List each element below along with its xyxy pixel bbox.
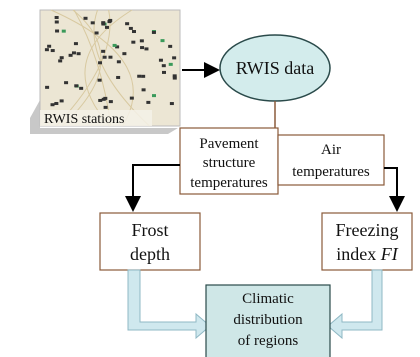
map-station <box>60 56 64 59</box>
map-station <box>107 20 111 23</box>
map-station <box>113 44 117 47</box>
map-station <box>116 76 120 79</box>
map-station <box>141 75 145 78</box>
map-station <box>55 20 59 23</box>
freezing-label: index FI <box>336 244 398 264</box>
map-station <box>74 84 78 87</box>
map-station <box>98 61 102 64</box>
freezing-symbol: FI <box>380 244 399 264</box>
map-station <box>105 26 109 29</box>
map-station <box>79 87 83 90</box>
map-station <box>130 97 134 100</box>
map-station <box>55 29 59 32</box>
map-station <box>132 30 136 33</box>
map-station <box>74 42 78 45</box>
map-station <box>72 51 76 54</box>
map-station <box>146 101 150 104</box>
map-station <box>58 59 62 62</box>
map-station <box>91 21 95 24</box>
frost-label: Frost <box>131 220 168 240</box>
map-station <box>144 47 148 50</box>
map-station <box>172 56 176 59</box>
map-station <box>95 31 99 34</box>
map-station <box>102 98 106 101</box>
map-label: RWIS stations <box>44 112 125 127</box>
diagram: RWIS stations RWIS data Pavement structu… <box>0 0 420 357</box>
map-station <box>108 56 112 59</box>
climatic-label: of regions <box>238 333 299 349</box>
map-station <box>161 39 165 42</box>
map-station <box>77 52 81 55</box>
map-station <box>51 103 55 106</box>
map-station <box>109 100 113 103</box>
map-station <box>140 39 144 42</box>
map-station <box>159 59 163 62</box>
map-station <box>162 71 166 74</box>
map-station <box>131 41 135 44</box>
block-arrow <box>328 270 382 338</box>
map-station <box>125 22 129 25</box>
freezing-label: index <box>336 244 376 264</box>
arrow <box>133 165 180 210</box>
air-label: Air <box>321 142 341 158</box>
map-station <box>173 77 177 80</box>
map-station <box>51 49 55 52</box>
map-station <box>98 79 102 82</box>
pavement-label: Pavement <box>199 136 259 152</box>
map-station <box>170 102 174 105</box>
map-station <box>140 46 144 49</box>
map-station <box>101 50 105 53</box>
map-station <box>45 48 49 51</box>
map-station <box>101 21 105 24</box>
freezing-label: Freezing <box>336 220 399 240</box>
rwis-data-label: RWIS data <box>236 58 315 78</box>
map-station <box>104 106 108 109</box>
map-station <box>60 99 64 102</box>
map-station <box>122 52 126 55</box>
block-arrow <box>128 270 210 338</box>
climatic-label: distribution <box>233 312 303 328</box>
map-station <box>64 81 68 84</box>
arrow <box>384 168 397 210</box>
frost-label: depth <box>130 244 170 264</box>
map-station <box>62 30 66 33</box>
map-station <box>142 88 146 91</box>
map-station <box>98 99 102 102</box>
pavement-label: structure <box>203 155 256 171</box>
map-station <box>152 31 156 34</box>
map-station <box>168 45 172 48</box>
map-station <box>152 94 156 97</box>
map-station <box>103 56 107 59</box>
map-station <box>47 45 51 48</box>
map-station <box>55 16 59 19</box>
map-station <box>137 75 141 78</box>
map-station <box>129 27 133 30</box>
map-station <box>45 86 49 89</box>
map-station <box>54 102 58 105</box>
map-station <box>117 60 121 63</box>
pavement-label: temperatures <box>190 175 268 191</box>
map-station <box>84 17 88 20</box>
map-station <box>169 63 173 66</box>
climatic-label: Climatic <box>242 291 294 307</box>
air-label: temperatures <box>292 164 370 180</box>
map-station <box>162 64 166 67</box>
